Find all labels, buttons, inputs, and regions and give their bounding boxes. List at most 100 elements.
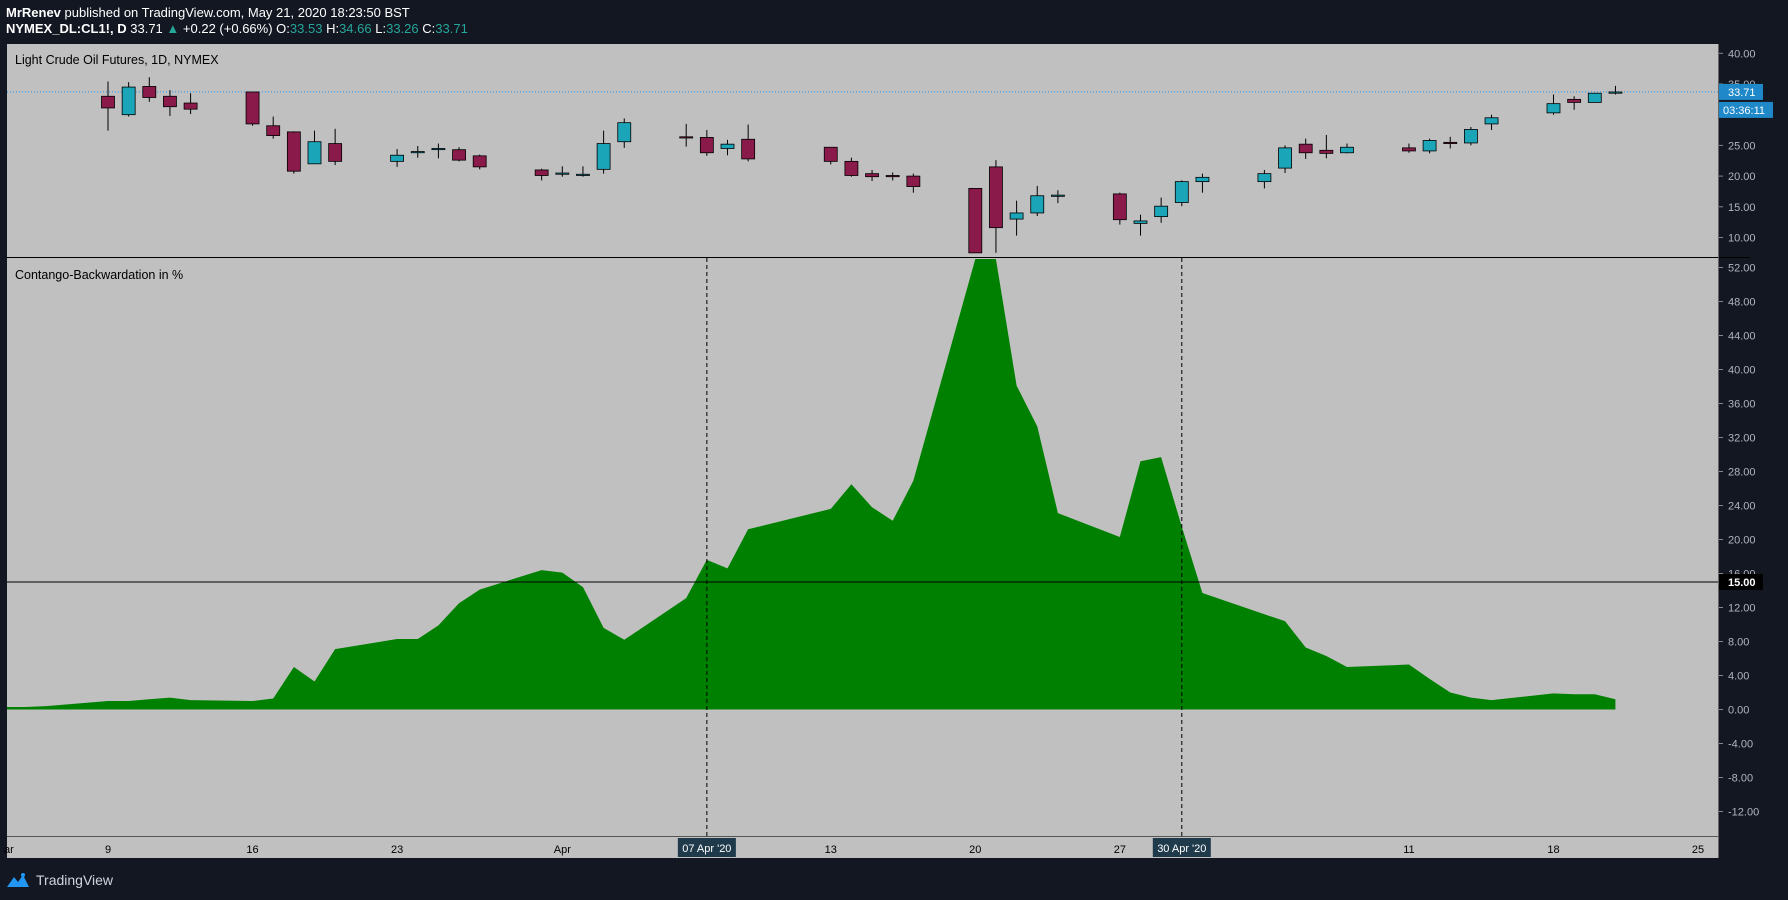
bull-candle-body [1154,205,1169,218]
candle [183,93,198,115]
bear-candle-body [679,136,694,139]
spread-pane[interactable] [0,258,1718,836]
candle [906,173,921,193]
candle [968,187,983,254]
bear-candle-body [286,131,301,172]
spread-tick-label: 0.00 [1728,705,1749,717]
spread-tick-label: 12.00 [1728,603,1756,615]
bear-candle-body [989,166,1003,229]
candle [1402,143,1416,153]
time-axis-label: 20 [969,844,981,856]
bear-candle-body [906,175,921,187]
spread-tick-label: -4.00 [1728,739,1753,751]
price-scale[interactable]: 40.0035.0025.0020.0015.0010.0052.0048.00… [1718,44,1788,858]
price-tick-label: 20.00 [1728,171,1756,183]
candle [534,168,549,181]
bull-candle-body [390,154,405,162]
bear-candle-body [1402,147,1416,152]
brand-name: TradingView [36,872,114,888]
spread-tick-label: 44.00 [1728,331,1756,343]
bear-candle-body [865,173,879,178]
price-tick-label: 40.00 [1728,48,1756,60]
candle [101,81,115,131]
time-axis-background [7,837,1718,858]
candle [741,124,756,162]
candle [1567,96,1582,110]
bear-candle-body [1443,141,1458,144]
bull-candle-body [1030,195,1045,214]
bear-candle-body [1298,143,1313,154]
bull-candle-body [617,122,632,143]
bull-candle-body [1278,147,1292,169]
close-value: 33.71 [435,21,468,36]
up-arrow-icon: ▲ [166,21,180,36]
candle [1443,136,1458,149]
spread-tick-label: -8.00 [1728,773,1753,785]
candle [1546,94,1561,115]
candle [452,147,466,162]
bear-candle-body [266,125,281,136]
plot-background [7,44,1718,858]
bull-candle-body [1484,117,1499,125]
candle [410,146,425,158]
candle [1340,143,1354,154]
author-name[interactable]: MrRenev [6,5,61,20]
candle [328,128,343,166]
time-axis-label: ar [4,844,14,856]
candle [266,116,281,139]
spread-tick-label: 8.00 [1728,637,1749,649]
time-axis-label: 27 [1114,844,1126,856]
candle [142,77,157,102]
candle [679,123,694,147]
price-pane[interactable] [7,77,1718,254]
price-scale-background [1719,44,1788,858]
bear-candle-body [534,169,549,176]
symbol-label[interactable]: NYMEX_DL:CL1!, D [6,21,127,36]
candle [699,130,714,156]
bull-candle-body [1464,129,1478,144]
candle [1298,138,1313,159]
candle [844,157,859,177]
candle [1195,173,1210,193]
time-axis-label: 9 [105,844,111,856]
bear-candle-body [741,138,756,160]
time-axis-label: 11 [1403,844,1414,856]
tradingview-logo-icon [7,873,29,887]
bull-candle-body [720,143,735,149]
time-axis[interactable]: ar91623Apr132027111825Jun8152207 Apr '20… [4,836,1788,859]
bear-candle-body [844,160,859,176]
candle [286,131,301,174]
candle [720,139,735,156]
candle [1587,92,1602,103]
candle [617,118,632,148]
bear-candle-body [452,149,466,161]
bear-candle-body [968,187,983,254]
publish-info: published on TradingView.com, May 21, 20… [64,5,410,20]
price-change: +0.22 (+0.66%) [182,21,273,36]
tradingview-branding[interactable]: TradingView [6,870,113,890]
bull-candle-body [596,143,611,170]
time-axis-label: 23 [391,844,403,856]
bear-candle-body [699,137,714,154]
candle [390,149,405,167]
publish-line: MrRenev published on TradingView.com, Ma… [6,5,410,20]
low-label: L: [375,21,387,36]
candle [1484,114,1499,131]
spread-pane-title: Contango-Backwardation in % [15,268,183,282]
bull-candle-body [1257,173,1272,183]
bull-candle-body [1009,212,1024,220]
candle [1030,185,1045,217]
level-badge-label: 15.00 [1728,577,1756,589]
candle [472,154,487,170]
time-axis-label: Apr [554,844,571,856]
candle [1051,190,1065,204]
spread-tick-label: 28.00 [1728,467,1756,479]
candle [1154,197,1169,223]
candle [1174,180,1189,207]
candle [1608,85,1623,95]
price-tick-label: 10.00 [1728,233,1756,245]
bull-candle-body [1340,146,1354,154]
spread-area [0,259,1616,710]
candle [1319,134,1334,159]
